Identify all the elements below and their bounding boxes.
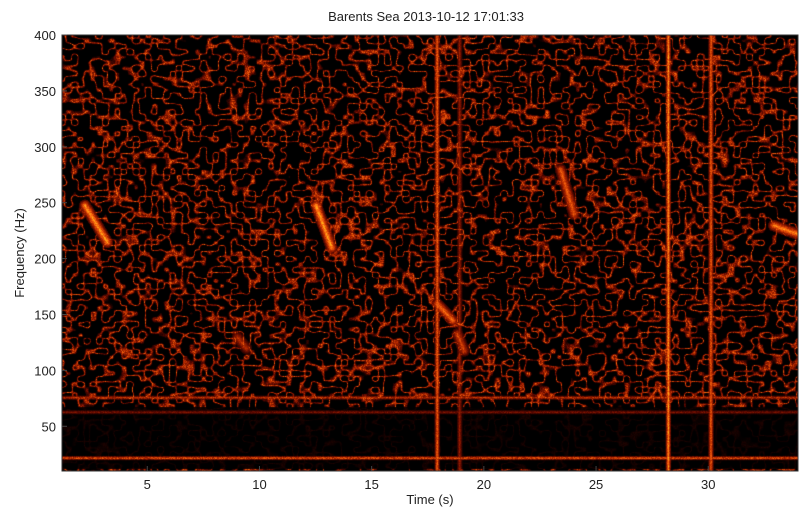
y-tick-label: 150	[34, 307, 56, 322]
y-tick-label: 400	[34, 28, 56, 43]
x-tick-label: 20	[477, 477, 491, 492]
y-tick-label: 300	[34, 140, 56, 155]
plot-area	[61, 34, 799, 472]
y-axis: 50 100 150 200 250 300 350 400	[34, 28, 67, 434]
y-tick-label: 350	[34, 84, 56, 99]
spectrogram-image	[62, 35, 798, 471]
x-tick-label: 10	[252, 477, 266, 492]
x-axis: 5 10 15 20 25 30	[144, 466, 715, 492]
x-tick-label: 5	[144, 477, 151, 492]
plot-frame	[61, 34, 799, 472]
y-tick-label: 50	[42, 419, 56, 434]
chart-title: Barents Sea 2013-10-12 17:01:33	[328, 9, 524, 24]
x-axis-label: Time (s)	[406, 492, 453, 507]
y-axis-label: Frequency (Hz)	[12, 208, 27, 298]
y-tick-label: 250	[34, 196, 56, 211]
x-tick-label: 30	[701, 477, 715, 492]
y-tick-label: 100	[34, 363, 56, 378]
x-tick-label: 25	[589, 477, 603, 492]
x-tick-label: 15	[364, 477, 378, 492]
y-tick-label: 200	[34, 252, 56, 267]
